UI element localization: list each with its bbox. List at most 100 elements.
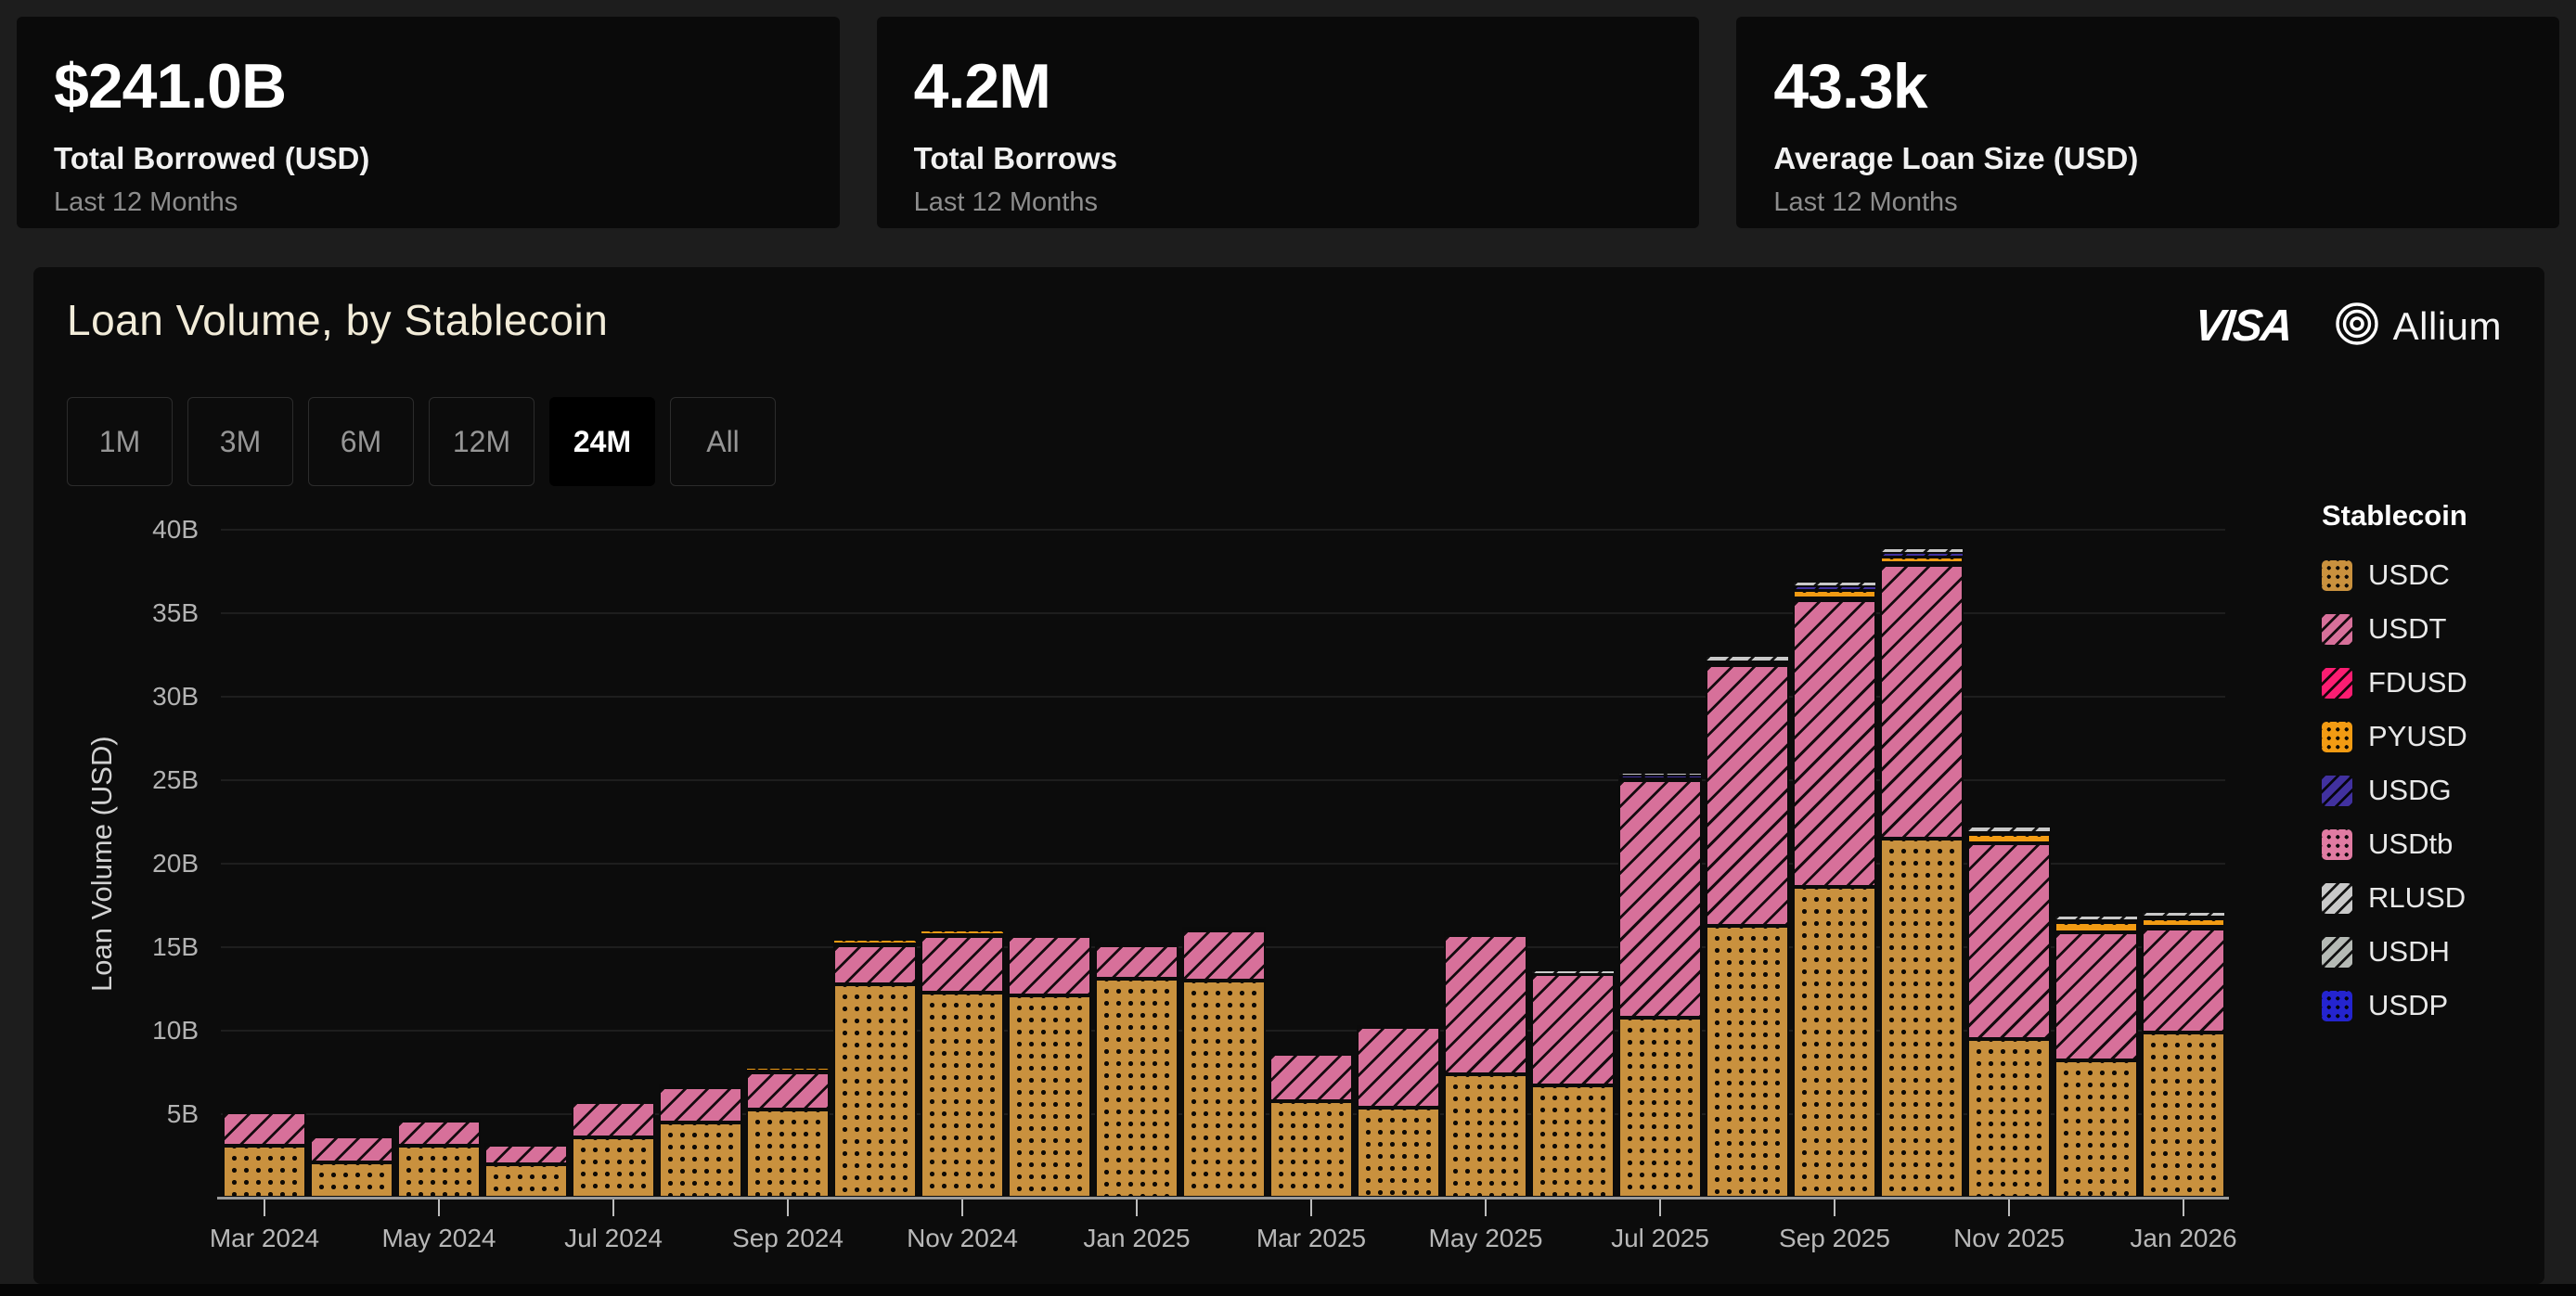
bar-mar-2024[interactable]	[223, 1110, 306, 1198]
legend-swatch-rlusd	[2322, 882, 2352, 914]
bar-segment-usdg	[1618, 776, 1702, 779]
bar-aug-2024[interactable]	[659, 1084, 742, 1198]
bar-sep-2024[interactable]	[746, 1068, 830, 1198]
bar-segment-usdg	[1880, 553, 1964, 557]
bar-mar-2025[interactable]	[1269, 1054, 1353, 1198]
legend-swatch-usdp	[2322, 990, 2352, 1021]
bar-jan-2025[interactable]	[1095, 942, 1179, 1198]
bar-segment-rlusd	[1706, 656, 1789, 661]
bar-segment-fdusd	[397, 1119, 481, 1122]
legend-item-usdtb[interactable]: USDtb	[2322, 828, 2535, 861]
bar-segment-fdusd	[833, 943, 917, 946]
range-button-all[interactable]: All	[670, 397, 776, 486]
bar-dec-2024[interactable]	[1008, 931, 1091, 1198]
x-axis-line	[217, 1197, 2229, 1200]
bar-segment-usdc	[2142, 1032, 2225, 1198]
bar-oct-2025[interactable]	[1880, 547, 1964, 1198]
bar-apr-2024[interactable]	[310, 1135, 393, 1198]
bar-segment-usdt	[1095, 945, 1179, 980]
bar-segment-pyusd	[1182, 927, 1266, 929]
range-button-3m[interactable]: 3M	[187, 397, 293, 486]
legend-label: FDUSD	[2368, 666, 2467, 699]
legend-item-usdc[interactable]: USDC	[2322, 558, 2535, 592]
legend-item-usdp[interactable]: USDP	[2322, 989, 2535, 1022]
allium-wordmark: Allium	[2392, 303, 2502, 348]
visa-logo: VISA	[2191, 302, 2294, 351]
legend-item-fdusd[interactable]: FDUSD	[2322, 666, 2535, 699]
bar-feb-2025[interactable]	[1182, 927, 1266, 1198]
bar-segment-usdt	[1967, 843, 2051, 1039]
bar-segment-usdt	[921, 936, 1004, 993]
legend-label: USDtb	[2368, 828, 2454, 860]
bar-segment-usdt	[397, 1121, 481, 1147]
legend-item-pyusd[interactable]: PYUSD	[2322, 720, 2535, 753]
stat-card-average-loan-size: 43.3k Average Loan Size (USD) Last 12 Mo…	[1736, 17, 2560, 228]
range-button-6m[interactable]: 6M	[308, 397, 414, 486]
x-tick	[2183, 1198, 2184, 1216]
bar-segment-usdt	[1793, 599, 1876, 888]
bar-segment-fdusd	[572, 1100, 655, 1103]
bar-segment-usdc	[1008, 995, 1091, 1198]
bar-jun-2025[interactable]	[1531, 970, 1615, 1198]
bar-segment-usdc	[310, 1162, 393, 1198]
stat-card-total-borrows: 4.2M Total Borrows Last 12 Months	[876, 17, 1700, 228]
bar-may-2025[interactable]	[1444, 931, 1527, 1198]
bar-jul-2025[interactable]	[1618, 772, 1702, 1198]
bar-jan-2026[interactable]	[2142, 912, 2225, 1198]
bar-segment-usdt	[1182, 930, 1266, 981]
bar-oct-2024[interactable]	[833, 939, 917, 1198]
y-tick-label-5B: 5B	[166, 1099, 199, 1128]
range-button-1m[interactable]: 1M	[67, 397, 173, 486]
bar-segment-usdt	[659, 1087, 742, 1123]
chart-legend: Stablecoin USDC USDT FDUSD PYUSD USDG USDtb RL…	[2322, 499, 2535, 1043]
bar-segment-usdc	[833, 983, 917, 1198]
x-tick-label-nov-2024: Nov 2024	[907, 1224, 1018, 1252]
stat-subtitle: Last 12 Months	[1773, 187, 1958, 217]
legend-label: USDC	[2368, 558, 2450, 591]
bar-segment-rlusd	[1444, 931, 1527, 934]
x-tick-label-jan-2026: Jan 2026	[2130, 1224, 2237, 1252]
bar-segment-usdt	[833, 945, 917, 984]
bar-jun-2024[interactable]	[484, 1143, 568, 1198]
legend-item-usdt[interactable]: USDT	[2322, 612, 2535, 646]
x-tick-label-jul-2025: Jul 2025	[1611, 1224, 1709, 1252]
legend-label: USDT	[2368, 612, 2447, 645]
y-tick-label-40B: 40B	[152, 515, 199, 544]
bar-segment-usdt	[223, 1112, 306, 1147]
bar-segment-usdg	[1444, 933, 1527, 936]
legend-swatch-fdusd	[2322, 667, 2352, 699]
bar-jul-2024[interactable]	[572, 1100, 655, 1198]
bar-aug-2025[interactable]	[1706, 656, 1789, 1198]
bar-segment-pyusd	[1357, 1024, 1440, 1027]
x-tick	[612, 1198, 614, 1216]
legend-item-usdg[interactable]: USDG	[2322, 774, 2535, 807]
legend-label: USDP	[2368, 989, 2449, 1021]
bar-sep-2025[interactable]	[1793, 581, 1876, 1198]
legend-items: USDC USDT FDUSD PYUSD USDG USDtb RLUSD USDH USDP	[2322, 558, 2535, 1022]
bar-may-2024[interactable]	[397, 1119, 481, 1198]
stat-subtitle: Last 12 Months	[54, 187, 238, 217]
legend-item-rlusd[interactable]: RLUSD	[2322, 881, 2535, 915]
bar-segment-usdc	[484, 1164, 568, 1198]
bar-nov-2025[interactable]	[1967, 827, 2051, 1198]
stat-subtitle: Last 12 Months	[913, 187, 1098, 217]
bar-segment-pyusd	[1880, 556, 1964, 563]
bar-segment-usdt	[572, 1102, 655, 1138]
bar-nov-2024[interactable]	[921, 930, 1004, 1198]
y-tick-label-20B: 20B	[152, 849, 199, 878]
y-tick-label-10B: 10B	[152, 1016, 199, 1045]
x-tick-label-sep-2024: Sep 2024	[732, 1224, 844, 1252]
bar-segment-fdusd	[1793, 597, 1876, 600]
bar-segment-usdt	[1444, 935, 1527, 1074]
x-tick	[1310, 1198, 1312, 1216]
legend-item-usdh[interactable]: USDH	[2322, 935, 2535, 969]
bar-segment-usdt	[1008, 936, 1091, 996]
bar-segment-pyusd	[2054, 922, 2138, 932]
range-button-12m[interactable]: 12M	[429, 397, 535, 486]
bar-apr-2025[interactable]	[1357, 1024, 1440, 1198]
bar-dec-2025[interactable]	[2054, 915, 2138, 1198]
bar-segment-usdt	[1531, 973, 1615, 1086]
range-button-24m[interactable]: 24M	[549, 397, 655, 486]
bar-segment-usdg	[1706, 661, 1789, 663]
bar-segment-usdt	[1880, 564, 1964, 839]
